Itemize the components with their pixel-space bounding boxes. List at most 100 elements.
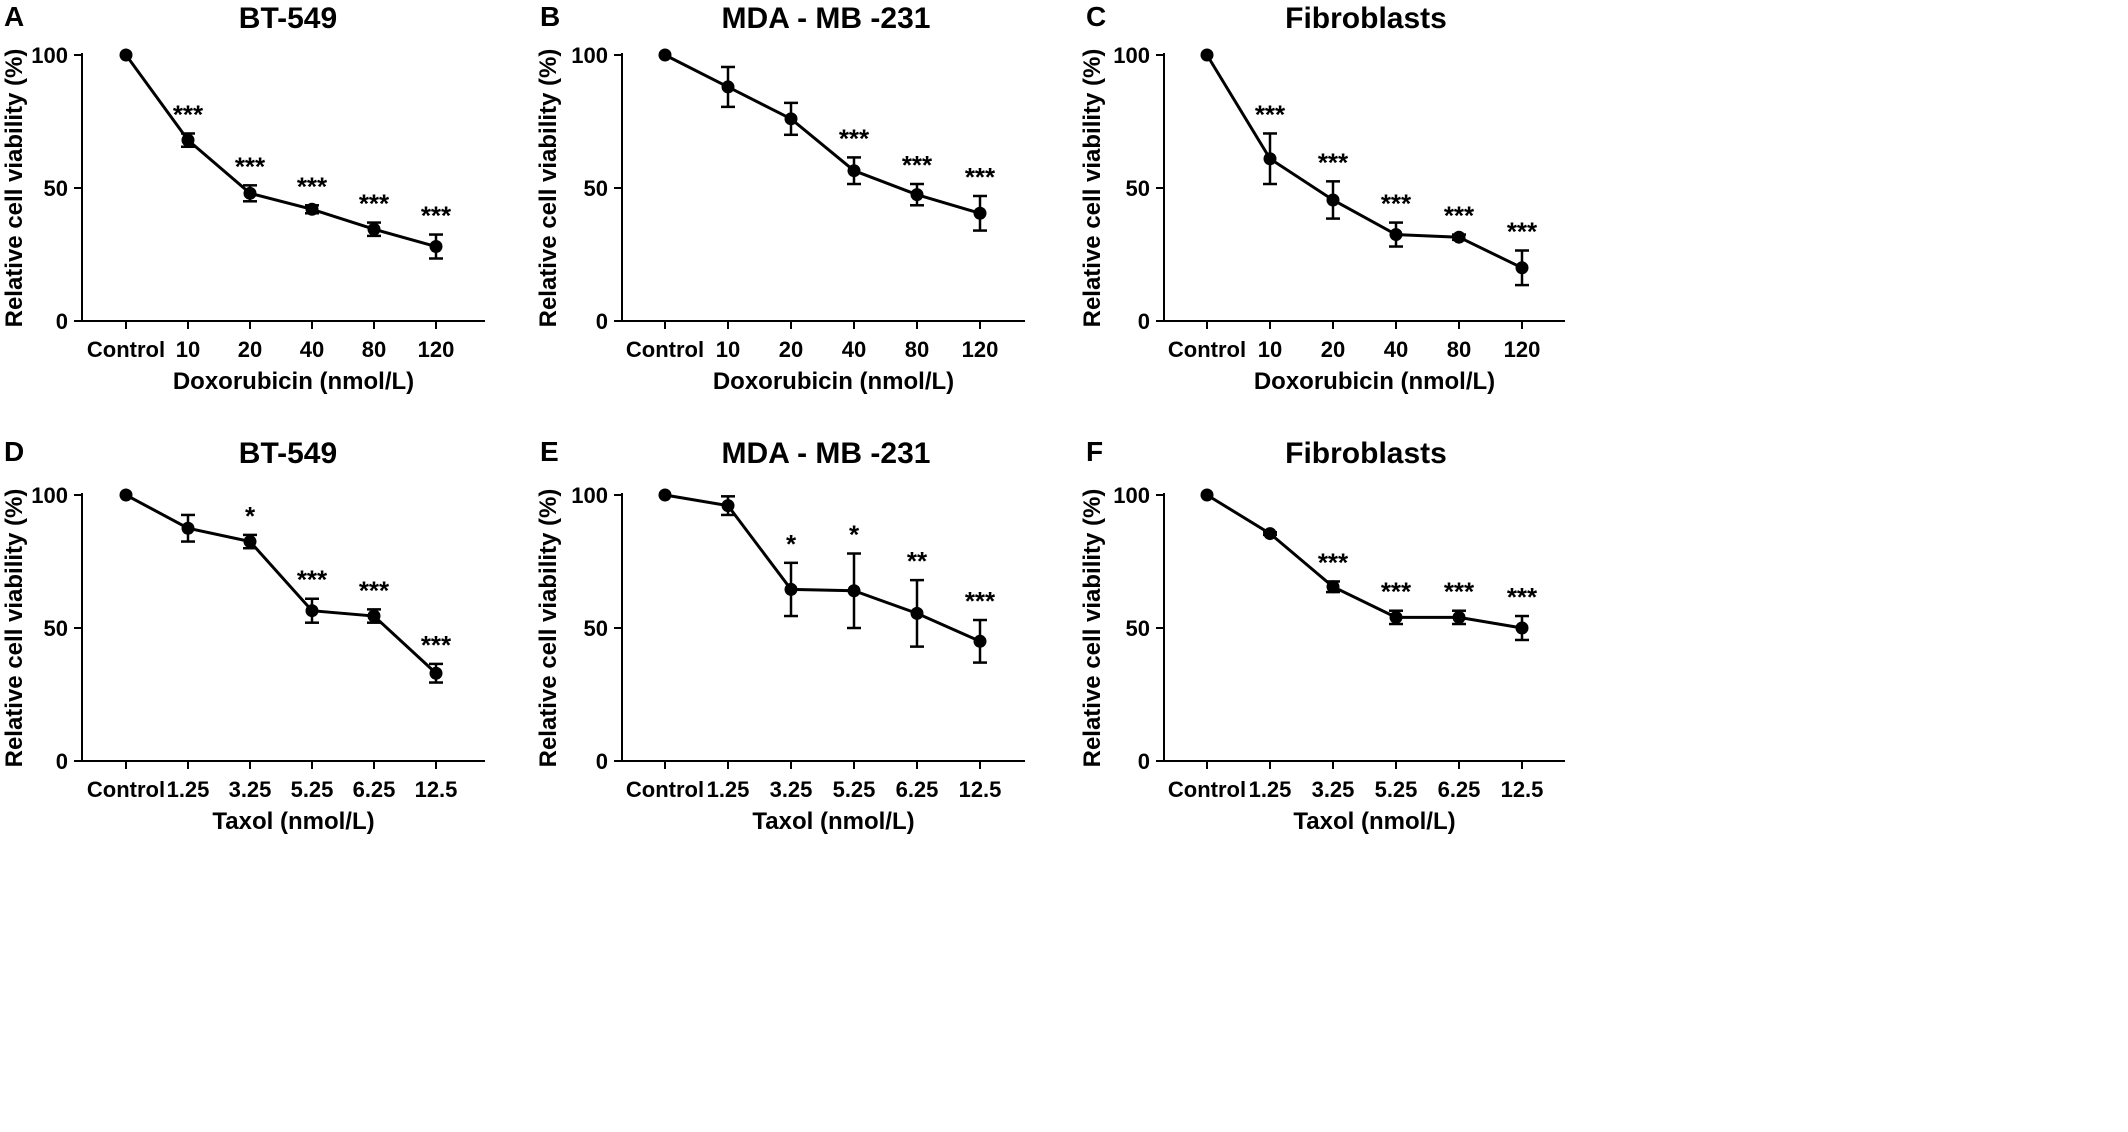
data-point	[367, 222, 381, 236]
y-axis-label: Relative cell viability (%)	[1, 49, 28, 328]
y-axis-label: Relative cell viability (%)	[535, 489, 562, 768]
significance-label: ***	[1318, 547, 1349, 577]
x-tick-label: 40	[842, 337, 866, 362]
y-tick-label: 100	[1113, 43, 1150, 68]
panel-title: BT-549	[239, 2, 337, 35]
y-tick-label: 50	[44, 176, 68, 201]
x-tick-label: 40	[300, 337, 324, 362]
x-tick-label: 20	[779, 337, 803, 362]
y-axis-label: Relative cell viability (%)	[1, 489, 28, 768]
x-axis-label: Doxorubicin (nmol/L)	[713, 368, 954, 395]
significance-label: ***	[1381, 189, 1412, 219]
x-tick-label: 5.25	[833, 777, 876, 802]
panel-f: F Fibroblasts 0 50 100 Control 1.25 3.25 5.25 6.2…	[1079, 436, 1565, 835]
data-point	[1263, 152, 1277, 166]
significance-label: ***	[1255, 99, 1286, 129]
data-point	[1452, 230, 1466, 244]
significance-label: ***	[359, 189, 390, 219]
y-tick-label: 50	[1126, 176, 1150, 201]
data-point	[1263, 527, 1277, 541]
x-tick-label: 20	[238, 337, 262, 362]
significance-label: ***	[1444, 577, 1475, 607]
series-line	[1206, 493, 1523, 630]
data-point	[721, 499, 735, 513]
significance-label: ***	[297, 565, 328, 595]
panel-letter: F	[1086, 436, 1103, 467]
significance-label: ***	[235, 151, 266, 181]
x-tick-label: 5.25	[1375, 777, 1418, 802]
significance-label: ***	[902, 150, 933, 180]
y-tick-label: 50	[584, 176, 608, 201]
significance-label: ***	[297, 171, 328, 201]
x-tick-label: Control	[87, 777, 165, 802]
x-tick-label: 80	[1447, 337, 1471, 362]
x-tick-label: 1.25	[1249, 777, 1292, 802]
y-tick-label: 0	[56, 309, 68, 334]
x-tick-label: 12.5	[1501, 777, 1544, 802]
x-tick-label: 10	[176, 337, 200, 362]
data-point	[658, 48, 672, 62]
x-tick-label: 5.25	[291, 777, 334, 802]
data-point	[119, 48, 133, 62]
series-line	[664, 493, 981, 643]
data-point	[1515, 261, 1529, 275]
data-point	[429, 666, 443, 680]
x-tick-label: 20	[1321, 337, 1345, 362]
x-tick-label: Control	[626, 337, 704, 362]
panel-title: MDA - MB -231	[722, 2, 931, 35]
significance-label: ***	[359, 575, 390, 605]
panel-title: Fibroblasts	[1285, 437, 1447, 470]
x-axis-label: Doxorubicin (nmol/L)	[1254, 368, 1495, 395]
panel-letter: C	[1086, 1, 1106, 32]
y-tick-label: 50	[44, 616, 68, 641]
x-tick-label: Control	[1168, 777, 1246, 802]
y-tick-label: 100	[571, 483, 608, 508]
x-tick-label: 120	[962, 337, 999, 362]
series-line	[125, 493, 438, 675]
panel-a: A BT-549 0 50 100 Control 10 20 40 80 120Doxorubic…	[1, 1, 485, 395]
panel-letter: A	[4, 1, 24, 32]
significance-label: ***	[1507, 582, 1538, 612]
significance-label: ***	[1444, 201, 1475, 231]
significance-label: ***	[1507, 217, 1538, 247]
y-tick-label: 100	[571, 43, 608, 68]
x-tick-label: 3.25	[1312, 777, 1355, 802]
x-axis-label: Taxol (nmol/L)	[1293, 808, 1455, 835]
data-point	[305, 202, 319, 216]
data-point	[658, 488, 672, 502]
panel-title: BT-549	[239, 437, 337, 470]
data-point	[1515, 621, 1529, 635]
series-line	[124, 54, 437, 248]
significance-label: ***	[965, 586, 996, 616]
panel-title: Fibroblasts	[1285, 2, 1447, 35]
x-tick-label: 3.25	[229, 777, 272, 802]
data-point	[181, 521, 195, 535]
data-point	[910, 188, 924, 202]
data-point	[847, 584, 861, 598]
x-tick-label: 80	[905, 337, 929, 362]
data-point	[973, 634, 987, 648]
significance-label: ***	[421, 630, 452, 660]
x-tick-label: 3.25	[770, 777, 813, 802]
y-tick-label: 0	[56, 749, 68, 774]
data-point	[1326, 193, 1340, 207]
data-point	[784, 582, 798, 596]
panel-d: D BT-549 0 50 100 Control 1.25 3.25 5.25 6.25 12.5…	[1, 436, 485, 835]
x-tick-label: 120	[1504, 337, 1541, 362]
data-point	[1326, 580, 1340, 594]
x-tick-label: 120	[418, 337, 455, 362]
series-line	[664, 53, 981, 215]
data-point	[119, 488, 133, 502]
data-point	[910, 606, 924, 620]
x-axis-label: Taxol (nmol/L)	[752, 808, 914, 835]
x-tick-label: Control	[87, 337, 165, 362]
panel-letter: E	[540, 436, 559, 467]
data-point	[243, 535, 257, 549]
panel-e: E MDA - MB -231 0 50 100 Control 1.25 3.25 5.25 6…	[535, 436, 1025, 835]
x-tick-label: 6.25	[353, 777, 396, 802]
data-point	[181, 133, 195, 147]
data-point	[721, 80, 735, 94]
data-point	[847, 164, 861, 178]
data-point	[1200, 48, 1214, 62]
